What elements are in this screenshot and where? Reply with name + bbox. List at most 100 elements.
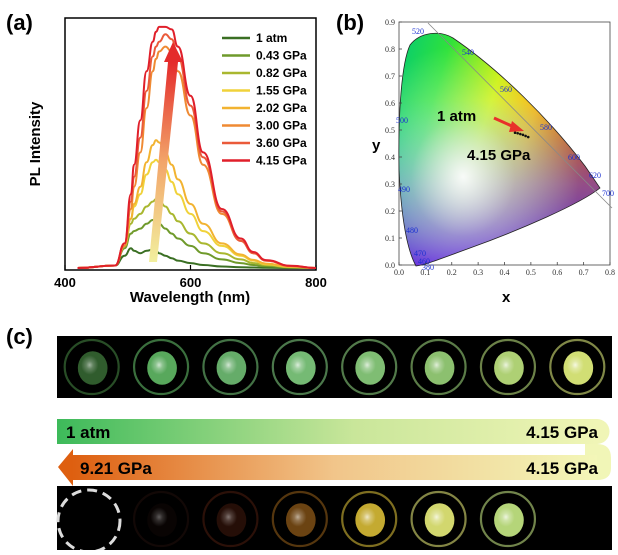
cie-shift-arrow xyxy=(493,116,524,132)
cie-wavelength-label: 520 xyxy=(412,27,424,36)
banner-decompress-end: 9.21 GPa xyxy=(80,459,152,478)
cie-y-axis-label: y xyxy=(372,137,381,154)
cell-gasket-ring xyxy=(410,338,467,396)
spectrum-line xyxy=(77,218,317,269)
cie-y-tick-label: 0.7 xyxy=(385,72,395,81)
cie-y-tick-label: 0.9 xyxy=(385,18,395,27)
sample-hotspot xyxy=(219,507,238,527)
sample-hotspot xyxy=(289,355,307,375)
spectrum-line xyxy=(77,25,317,269)
cie-y-tick-label: 0.1 xyxy=(385,234,395,243)
cie-x-axis-label: x xyxy=(502,289,511,306)
compression-banner xyxy=(57,419,610,444)
cell-gasket-ring xyxy=(132,338,190,396)
sample-photo xyxy=(410,338,467,396)
spectra-x-axis-label: Wavelength (nm) xyxy=(130,289,250,306)
cell-gasket-ring xyxy=(63,338,120,396)
legend-label: 4.15 GPa xyxy=(256,154,307,168)
decompression-photo-strip xyxy=(57,486,612,550)
panel-label-c: (c) xyxy=(6,324,33,349)
cell-gasket-ring xyxy=(202,490,259,548)
legend-label: 1 atm xyxy=(256,31,287,45)
cell-gasket-ring xyxy=(479,338,537,396)
cie-gamut xyxy=(398,32,601,267)
decompression-photos xyxy=(132,490,537,548)
spectra-y-axis-label: PL Intensity xyxy=(27,101,44,186)
legend-label: 3.00 GPa xyxy=(256,119,307,133)
sample-photo xyxy=(132,490,190,548)
cell-gasket-ring xyxy=(410,490,467,548)
sample-hotspot xyxy=(289,507,307,527)
sample-photo xyxy=(202,338,259,396)
sample-photo xyxy=(341,490,398,548)
cie-point xyxy=(516,131,519,135)
sample-photo xyxy=(271,338,328,396)
sample-hotspot xyxy=(497,507,515,527)
cie-point xyxy=(526,135,530,139)
cie-wavelength-label: 480 xyxy=(406,226,418,235)
cie-x-tick-label: 0.2 xyxy=(447,268,457,277)
cie-x-tick-label: 0.7 xyxy=(579,268,589,277)
cie-annotation-start: 1 atm xyxy=(437,108,476,125)
spectra-x-tick-label: 800 xyxy=(305,275,327,290)
sample-hotspot xyxy=(150,355,168,375)
sample-hotspot xyxy=(358,507,376,527)
sample-hotspot xyxy=(427,355,446,375)
spectra-x-tick-label: 600 xyxy=(180,275,202,290)
spectrum-line xyxy=(77,247,316,269)
sample-hotspot xyxy=(150,507,168,527)
cell-gasket-ring xyxy=(549,338,606,396)
cie-wavelength-label: 460 xyxy=(418,257,430,266)
cell-gasket-ring xyxy=(341,490,398,548)
cie-data-points xyxy=(513,131,530,139)
banner-compress-start: 1 atm xyxy=(66,423,110,442)
sample-hotspot xyxy=(566,355,584,375)
legend-label: 3.60 GPa xyxy=(256,136,307,150)
sample-photo xyxy=(271,490,328,548)
cie-y-tick-label: 0.0 xyxy=(385,261,395,270)
cie-y-tick-label: 0.6 xyxy=(385,99,395,108)
compression-photos xyxy=(63,338,606,396)
sample-photo xyxy=(479,490,537,548)
cie-wavelength-label: 580 xyxy=(540,123,552,132)
compression-photo-strip xyxy=(57,336,612,398)
spectra-x-ticks: 400 600 800 xyxy=(54,265,327,290)
legend-label: 1.55 GPa xyxy=(256,84,307,98)
sample-photo xyxy=(410,490,467,548)
spectrum-line xyxy=(77,198,317,269)
sample-photo xyxy=(479,338,537,396)
cie-wavelength-label: 600 xyxy=(568,153,580,162)
cie-x-tick-label: 0.3 xyxy=(473,268,483,277)
cie-y-tick-label: 0.2 xyxy=(385,207,395,216)
cie-y-tick-label: 0.8 xyxy=(385,45,395,54)
sample-hotspot xyxy=(219,355,238,375)
sample-photo xyxy=(202,490,259,548)
banner-decompress-start: 4.15 GPa xyxy=(526,459,598,478)
cie-planckian-edge xyxy=(427,22,613,209)
cell-gasket-ring xyxy=(271,338,328,396)
cie-x-tick-label: 0.5 xyxy=(526,268,536,277)
cie-x-tick-label: 0.6 xyxy=(552,268,562,277)
cie-wavelength-label: 560 xyxy=(500,85,512,94)
cell-gasket-ring xyxy=(132,490,190,548)
spectra-x-tick-label: 400 xyxy=(54,275,76,290)
cie-point xyxy=(521,133,525,137)
sample-hotspot xyxy=(497,355,515,375)
cie-wavelength-label: 490 xyxy=(398,185,410,194)
decompression-banner xyxy=(58,449,597,486)
panel-label-b: (b) xyxy=(336,10,364,35)
cie-x-tick-label: 0.4 xyxy=(500,268,510,277)
legend-label: 2.02 GPa xyxy=(256,101,307,115)
cie-x-tick-label: 0.1 xyxy=(420,268,430,277)
panel-label-a: (a) xyxy=(6,10,33,35)
cie-y-tick-label: 0.3 xyxy=(385,180,395,189)
cie-x-tick-label: 0.0 xyxy=(394,268,404,277)
pressure-arrow xyxy=(149,42,183,262)
cie-point xyxy=(513,131,517,134)
sample-photo xyxy=(63,338,120,396)
cell-gasket-ring xyxy=(479,490,537,548)
cie-y-tick-label: 0.4 xyxy=(385,153,395,162)
sample-hotspot xyxy=(427,507,446,527)
